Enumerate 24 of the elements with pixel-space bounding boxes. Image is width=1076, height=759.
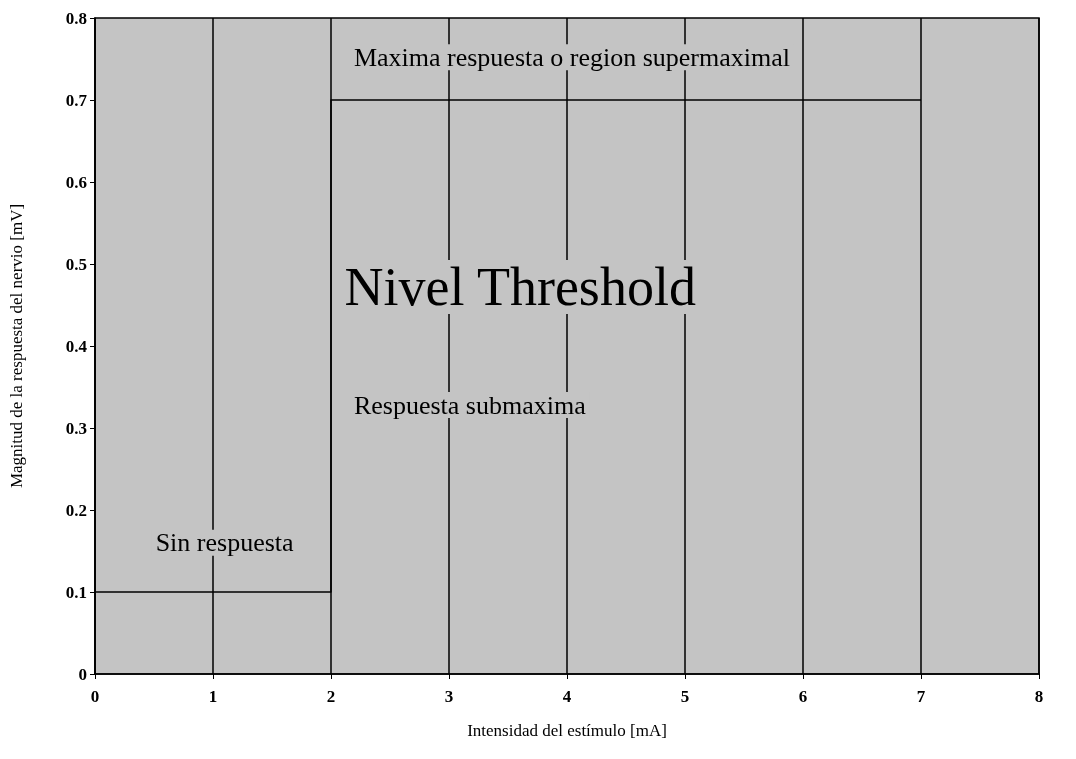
x-tick-label: 8 — [1034, 687, 1044, 706]
annotation: Sin respuesta — [155, 528, 295, 558]
y-tick-label: 0.4 — [65, 336, 88, 356]
x-tick-label: 1 — [208, 687, 218, 706]
annotation: Maxima respuesta o region supermaximal — [353, 42, 790, 72]
y-tick-label: 0 — [78, 664, 87, 684]
x-tick-label: 5 — [680, 687, 690, 706]
y-tick-label: 0.2 — [65, 500, 87, 520]
annotation: Respuesta submaxima — [353, 390, 587, 420]
y-tick-label: 0.6 — [65, 172, 87, 192]
x-axis-title: Intensidad del estímulo [mA] — [467, 721, 667, 740]
y-tick-label: 0.3 — [65, 418, 87, 438]
x-tick-label: 6 — [798, 687, 808, 706]
y-tick-label: 0.7 — [65, 90, 88, 110]
y-tick-label: 0.5 — [65, 254, 87, 274]
x-tick-label: 0 — [90, 687, 100, 706]
y-tick-label: 0.1 — [65, 582, 87, 602]
y-tick-label: 0.8 — [65, 8, 87, 28]
x-tick-label: 3 — [444, 687, 454, 706]
annotation: Nivel Threshold — [344, 256, 696, 317]
x-tick-label: 7 — [916, 687, 926, 706]
y-axis-title: Magnitud de la respuesta del nervio [mV] — [7, 203, 26, 489]
x-tick-label: 4 — [562, 687, 572, 706]
x-tick-label: 2 — [326, 687, 336, 706]
